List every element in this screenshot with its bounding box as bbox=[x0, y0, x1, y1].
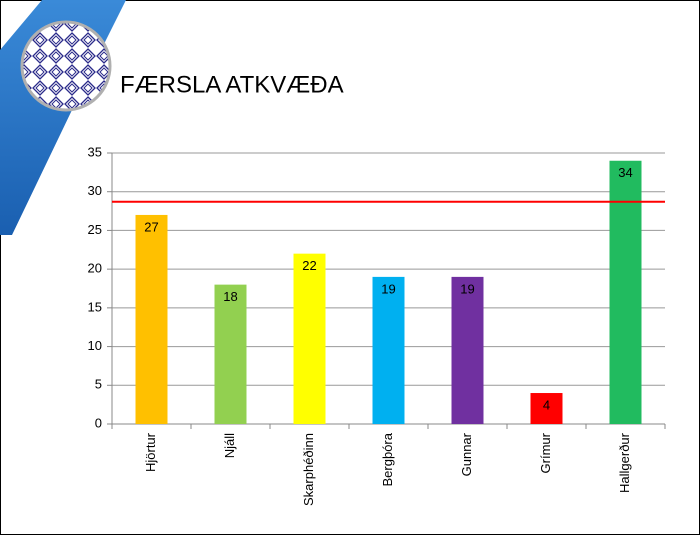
y-tick-label: 20 bbox=[88, 261, 102, 276]
y-tick-label: 5 bbox=[95, 377, 102, 392]
value-label: 4 bbox=[543, 397, 550, 412]
x-tick-label: Skarphéðinn bbox=[301, 433, 316, 506]
y-tick-label: 15 bbox=[88, 299, 102, 314]
bar bbox=[372, 276, 405, 424]
y-tick-label: 10 bbox=[88, 338, 102, 353]
value-label: 22 bbox=[302, 258, 316, 273]
y-tick-label: 30 bbox=[88, 183, 102, 198]
y-tick-label: 0 bbox=[95, 415, 102, 430]
logo bbox=[20, 20, 112, 112]
bar bbox=[214, 284, 247, 424]
x-tick-label: Bergþóra bbox=[380, 432, 395, 486]
bar bbox=[293, 253, 326, 424]
bar bbox=[135, 214, 168, 424]
x-tick-label: Grímur bbox=[538, 432, 553, 473]
x-tick-label: Hallgerður bbox=[617, 432, 632, 493]
x-tick-label: Hjörtur bbox=[143, 432, 158, 472]
chart-title: FÆRSLA ATKVÆÐA bbox=[120, 71, 344, 98]
y-tick-label: 25 bbox=[88, 222, 102, 237]
x-tick-label: Gunnar bbox=[459, 432, 474, 476]
x-tick-label: Njáll bbox=[222, 433, 237, 458]
value-label: 18 bbox=[223, 289, 237, 304]
bar bbox=[451, 276, 484, 424]
value-label: 19 bbox=[381, 281, 395, 296]
value-label: 34 bbox=[618, 165, 632, 180]
value-label: 19 bbox=[460, 281, 474, 296]
y-tick-label: 35 bbox=[88, 144, 102, 159]
bar bbox=[609, 160, 642, 424]
bar bbox=[530, 393, 563, 424]
value-label: 27 bbox=[144, 219, 158, 234]
